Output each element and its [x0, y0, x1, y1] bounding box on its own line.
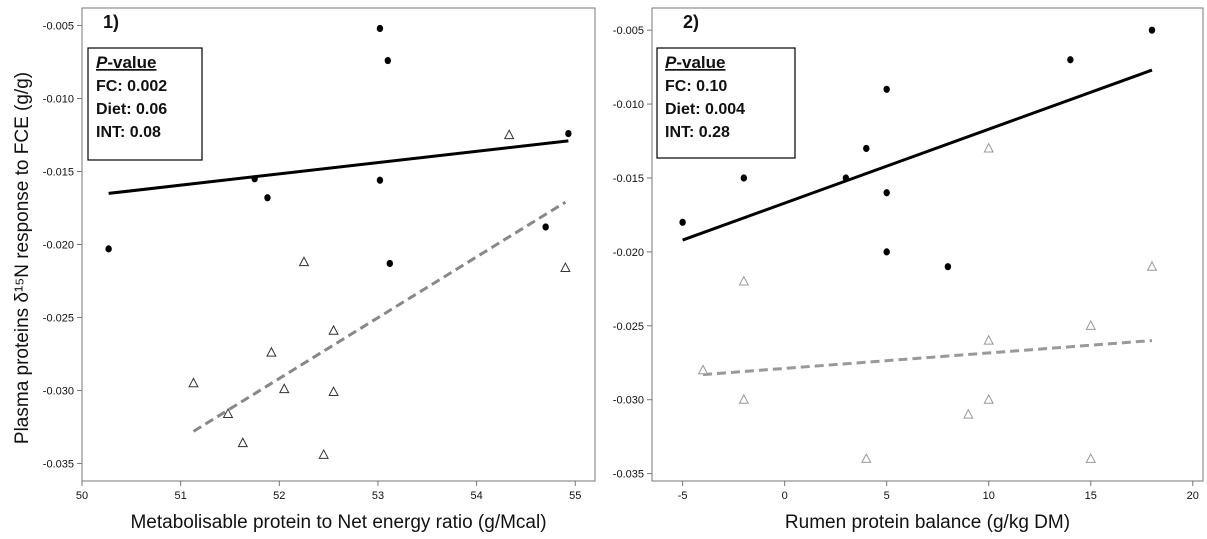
y-axis-title: Plasma proteins δ¹⁵N response to FCE (g/… — [12, 72, 33, 444]
data-point-triangle — [861, 452, 872, 463]
p-value-box — [87, 47, 203, 161]
p-value-box — [656, 47, 796, 159]
data-point-circle — [1148, 26, 1156, 34]
fit-line-dashed — [192, 200, 567, 433]
data-point-triangle — [328, 324, 339, 335]
data-point-triangle — [328, 386, 339, 397]
y-tick-label: -0.015 — [613, 173, 644, 185]
data-point-triangle — [983, 142, 994, 153]
data-point-circle — [883, 189, 890, 197]
data-point-circle — [883, 248, 890, 256]
y-tick-label: -0.035 — [43, 458, 74, 470]
data-point-triangle — [963, 408, 974, 419]
data-point-triangle — [983, 393, 994, 404]
p-value-row: INT: 0.08 — [96, 124, 161, 141]
data-point-triangle — [1146, 260, 1158, 271]
data-point-triangle — [1085, 319, 1096, 330]
y-tick-label: -0.020 — [613, 247, 644, 259]
p-value-row: Diet: 0.004 — [665, 101, 745, 118]
p-value-title: P-value — [665, 53, 725, 72]
y-tick-label: -0.030 — [613, 395, 644, 407]
x-axis-label: Rumen protein balance (g/kg DM) — [785, 512, 1070, 533]
data-point-circle — [376, 24, 384, 33]
data-point-triangle — [738, 275, 750, 286]
data-point-triangle — [983, 334, 994, 345]
data-point-circle — [740, 174, 748, 182]
fit-line-dashed — [702, 339, 1153, 377]
p-value-row: INT: 0.28 — [665, 124, 730, 141]
data-point-circle — [679, 218, 686, 226]
panel-2: -5 0 5 10 15 20 -0.035 -0.030 -0.025 -0.020 -0.015… — [613, 7, 1204, 533]
x-tick-label: 15 — [1085, 490, 1097, 502]
data-point-circle — [565, 129, 572, 138]
data-point-circle — [376, 176, 384, 184]
data-point-triangle — [318, 448, 329, 459]
x-tick-label: 52 — [273, 490, 285, 502]
data-point-circle — [264, 194, 271, 202]
data-point-triangle — [1085, 452, 1096, 463]
data-point-triangle — [237, 437, 249, 448]
data-point-circle — [542, 223, 549, 231]
y-tick-label: -0.020 — [43, 240, 74, 252]
data-point-triangle — [697, 364, 709, 375]
data-point-circle — [883, 85, 890, 93]
p-value-title-italic: P — [96, 53, 108, 72]
x-tick-label: 20 — [1187, 490, 1199, 502]
p-value-row: Diet: 0.06 — [96, 101, 167, 118]
data-point-triangle — [560, 261, 571, 272]
data-point-triangle — [266, 346, 277, 357]
p-value-title: P-value — [96, 53, 156, 72]
x-axis-label: Metabolisable protein to Net energy rati… — [130, 512, 546, 533]
data-point-circle — [842, 174, 850, 182]
y-tick-label: -0.035 — [613, 469, 644, 481]
panel-label: 1) — [103, 12, 119, 32]
plot-frame — [651, 7, 1204, 482]
data-point-circle — [105, 245, 112, 253]
x-tick-label: 10 — [983, 490, 995, 502]
x-tick-label: 55 — [569, 490, 581, 502]
x-tick-label: 54 — [470, 490, 482, 502]
p-value-row: FC: 0.002 — [96, 78, 167, 95]
panel-label: 2) — [683, 12, 699, 32]
fit-line-solid — [682, 68, 1153, 242]
data-point-circle — [384, 56, 392, 65]
data-point-circle — [1067, 56, 1074, 64]
data-point-triangle — [188, 377, 199, 388]
y-tick-label: -0.015 — [43, 167, 74, 179]
y-tick-label: -0.030 — [43, 385, 74, 397]
fit-line-solid — [108, 139, 569, 195]
x-tick-label: -5 — [678, 490, 688, 502]
y-tick-label: -0.025 — [43, 312, 74, 324]
p-value-title-italic: P — [665, 53, 677, 72]
data-point-circle — [944, 263, 952, 271]
data-point-triangle — [503, 129, 515, 140]
x-tick-label: 51 — [175, 490, 187, 502]
panel-1: 50 51 52 53 54 55 -0.035 -0.030 -0.025 -0.020 -0.0… — [43, 7, 596, 533]
y-tick-label: -0.010 — [43, 94, 74, 106]
y-tick-label: -0.005 — [43, 21, 74, 33]
y-tick-label: -0.010 — [613, 99, 644, 111]
data-point-circle — [251, 175, 258, 183]
data-point-triangle — [298, 256, 310, 267]
p-value-row: FC: 0.10 — [665, 78, 727, 95]
x-tick-label: 53 — [372, 490, 384, 502]
p-value-title-rest: -value — [107, 53, 156, 72]
data-point-triangle — [279, 383, 290, 394]
y-tick-label: -0.005 — [613, 25, 644, 37]
x-tick-label: 50 — [76, 490, 88, 502]
data-point-triangle — [222, 407, 234, 418]
x-tick-label: 0 — [782, 490, 788, 502]
y-tick-label: -0.025 — [613, 321, 644, 333]
data-point-circle — [386, 259, 393, 268]
x-tick-label: 5 — [884, 490, 890, 502]
p-value-title-rest: -value — [676, 53, 725, 72]
data-point-triangle — [738, 393, 750, 404]
data-point-circle — [863, 144, 870, 153]
